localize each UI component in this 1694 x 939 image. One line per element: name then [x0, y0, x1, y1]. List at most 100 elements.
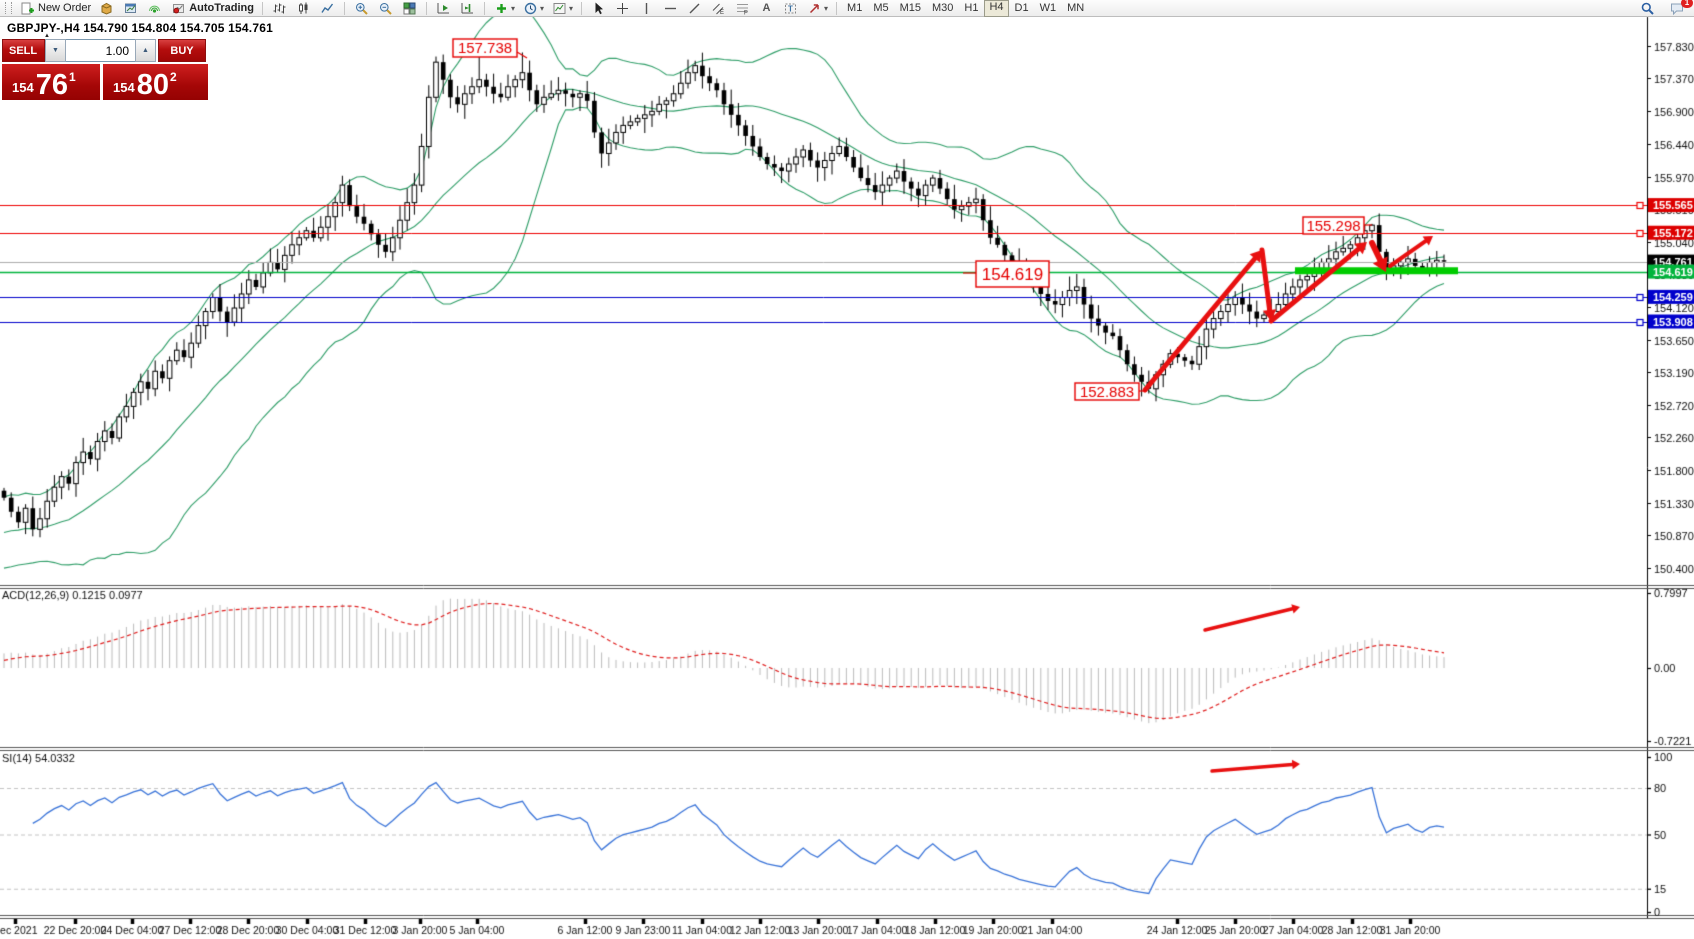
package-button[interactable]	[95, 1, 118, 16]
tab-timeframe-m1[interactable]: M1	[847, 1, 863, 14]
toolbar-grip[interactable]	[5, 2, 12, 14]
buy-price-big-figure: 154	[113, 80, 135, 95]
candlestick-button[interactable]	[292, 1, 315, 16]
trendline-icon	[686, 1, 703, 16]
templates-button[interactable]: ▾	[548, 1, 576, 16]
cursor-button[interactable]	[587, 1, 610, 16]
sell-price-pips: 76	[35, 69, 68, 101]
toolbar-separator	[343, 1, 345, 15]
zoom-in-icon	[353, 1, 370, 16]
tab-timeframe-h4[interactable]: H4	[984, 0, 1009, 17]
panel-anchor-arrow[interactable]: ▲	[44, 33, 50, 39]
auto-scroll-button[interactable]	[432, 1, 455, 16]
chart-window-icon	[122, 1, 139, 16]
buy-button-label: BUY	[170, 44, 194, 57]
package-icon	[98, 1, 115, 16]
tab-timeframe-d1[interactable]: D1	[1014, 1, 1029, 14]
periods-button[interactable]: ▾	[519, 1, 547, 16]
volume-decrease-button[interactable]: ▼	[45, 39, 66, 62]
search-icon	[1639, 1, 1656, 16]
tab-timeframe-m30[interactable]: M30	[932, 1, 954, 14]
svg-text:T: T	[788, 4, 793, 13]
vertical-line-button[interactable]	[635, 1, 658, 16]
horizontal-line-button[interactable]	[659, 1, 682, 16]
toolbar-separator	[836, 1, 838, 15]
sell-price-big-figure: 154	[12, 80, 34, 95]
bar-chart-button[interactable]	[268, 1, 291, 16]
zoom-out-icon	[377, 1, 394, 16]
buy-button[interactable]: BUY	[158, 39, 206, 62]
candlestick-icon	[295, 1, 312, 16]
chart-shift-button[interactable]	[456, 1, 479, 16]
bar-chart-icon	[271, 1, 288, 16]
channel-icon: E	[710, 1, 727, 16]
sell-price-point: 1	[68, 70, 76, 84]
channel-button[interactable]: E	[707, 1, 730, 16]
one-click-trading-panel: ▲ SELL ▼ ▲ BUY 154 76 1 154 80 2	[2, 33, 208, 100]
tab-timeframe-m15[interactable]: M15	[899, 1, 921, 14]
notifications-button[interactable]: 1	[1665, 0, 1693, 16]
arrows-tool-icon	[806, 1, 823, 16]
line-chart-icon	[319, 1, 336, 16]
fibonacci-button[interactable]: F	[731, 1, 754, 16]
tab-timeframe-mn[interactable]: MN	[1067, 1, 1085, 14]
clock-icon	[522, 1, 539, 16]
line-chart-button[interactable]	[316, 1, 339, 16]
toolbar-separator	[581, 1, 583, 15]
sell-button-label: SELL	[9, 44, 38, 57]
indicators-button[interactable]: ▾	[490, 1, 518, 16]
fibonacci-icon: F	[734, 1, 751, 16]
buy-price-button[interactable]: 154 80 2	[103, 64, 208, 100]
new-order-icon	[19, 1, 36, 16]
vertical-line-icon	[638, 1, 655, 16]
chevron-down-icon: ▾	[539, 3, 544, 13]
crosshair-icon	[614, 1, 631, 16]
volume-increase-button[interactable]: ▲	[135, 39, 156, 62]
toolbar: New Order AutoTrading ▾ ▾ ▾	[0, 0, 1694, 17]
notification-badge: 1	[1681, 0, 1693, 8]
quote-line: GBPJPY-,H4 154.790 154.804 154.705 154.7…	[7, 21, 273, 35]
sell-price-button[interactable]: 154 76 1	[2, 64, 100, 100]
zoom-in-button[interactable]	[350, 1, 373, 16]
auto-scroll-icon	[435, 1, 452, 16]
toolbar-separator	[425, 1, 427, 15]
text-tool-icon: A	[762, 2, 771, 14]
signal-icon	[146, 1, 163, 16]
trendline-button[interactable]	[683, 1, 706, 16]
svg-text:E: E	[720, 10, 724, 15]
autotrading-icon	[170, 1, 187, 16]
text-tool-button[interactable]: A	[755, 1, 778, 16]
zoom-out-button[interactable]	[374, 1, 397, 16]
add-indicator-icon	[493, 1, 510, 16]
autotrading-label: AutoTrading	[189, 2, 254, 14]
search-button[interactable]	[1636, 1, 1659, 16]
autotrading-button[interactable]: AutoTrading	[167, 1, 257, 16]
tab-timeframe-w1[interactable]: W1	[1039, 1, 1057, 14]
new-order-label: New Order	[38, 2, 92, 14]
arrows-tool-button[interactable]: ▾	[803, 1, 831, 16]
signal-button[interactable]	[143, 1, 166, 16]
tile-windows-icon	[401, 1, 418, 16]
label-tool-icon: T	[782, 1, 799, 16]
cursor-icon	[590, 1, 607, 16]
tab-timeframe-h1[interactable]: H1	[964, 1, 979, 14]
chart-shift-icon	[459, 1, 476, 16]
label-tool-button[interactable]: T	[779, 1, 802, 16]
buy-price-pips: 80	[136, 69, 169, 101]
svg-text:F: F	[744, 10, 748, 15]
chart-window-button[interactable]	[119, 1, 142, 16]
buy-price-point: 2	[169, 70, 177, 84]
tile-windows-button[interactable]	[398, 1, 421, 16]
chevron-down-icon: ▾	[569, 3, 574, 13]
horizontal-line-icon	[662, 1, 679, 16]
toolbar-separator	[483, 1, 485, 15]
new-order-button[interactable]: New Order	[16, 1, 94, 16]
volume-input[interactable]	[66, 39, 135, 62]
template-icon	[551, 1, 568, 16]
crosshair-button[interactable]	[611, 1, 634, 16]
sell-button[interactable]: SELL	[2, 39, 45, 62]
tab-timeframe-m5[interactable]: M5	[873, 1, 889, 14]
toolbar-separator	[261, 1, 263, 15]
chevron-down-icon: ▾	[510, 3, 515, 13]
